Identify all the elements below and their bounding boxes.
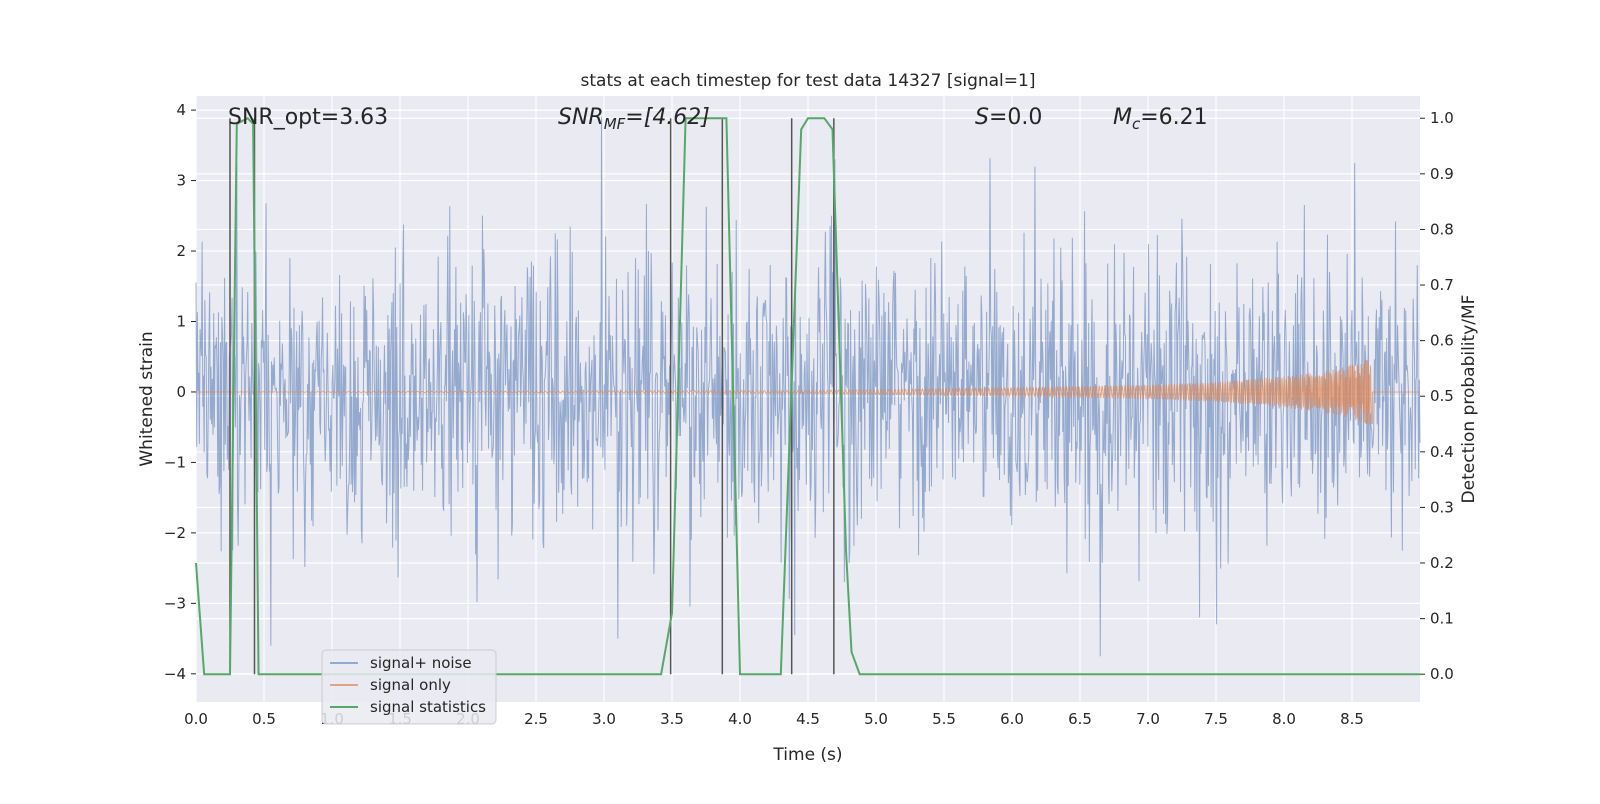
x-tick-label: 6.0 xyxy=(1000,710,1024,728)
annotation-snr-mf-rest: =[4.62] xyxy=(625,105,710,130)
x-tick-label: 0.0 xyxy=(184,710,208,728)
legend: signal+ noise signal only signal statist… xyxy=(321,649,497,725)
annotation-s-main: S xyxy=(975,105,989,130)
x-tick-label: 5.0 xyxy=(864,710,888,728)
y-tick-label: 1 xyxy=(176,312,186,330)
y-tick-label-right: 0.8 xyxy=(1430,220,1454,238)
tick-labels: 0.00.51.01.52.02.53.03.54.04.55.05.56.06… xyxy=(164,101,1454,728)
y-tick-label: 2 xyxy=(176,242,186,260)
data-layer xyxy=(195,117,1421,676)
y-tick-label-right: 0.5 xyxy=(1430,387,1454,405)
y-tick-label-right: 0.9 xyxy=(1430,165,1454,183)
x-tick-label: 2.5 xyxy=(524,710,548,728)
y-tick-label-right: 0.2 xyxy=(1430,554,1454,572)
series-signal-only xyxy=(196,359,1420,425)
chart-title: stats at each timestep for test data 143… xyxy=(581,71,1036,91)
annotation-snr-opt: SNR_opt=3.63 xyxy=(228,105,388,130)
y-tick-label: 0 xyxy=(176,383,186,401)
y-tick-label-right: 0.7 xyxy=(1430,276,1454,294)
y-tick-label: 3 xyxy=(176,172,186,190)
annotation-s: S=0.0 xyxy=(975,105,1042,130)
legend-label-signal-only: signal only xyxy=(370,676,451,694)
y-tick-label-right: 0.3 xyxy=(1430,498,1454,516)
y-tick-label: −4 xyxy=(164,665,186,683)
x-tick-label: 4.0 xyxy=(728,710,752,728)
annotation-mc-main: M xyxy=(1113,105,1132,130)
x-tick-label: 8.0 xyxy=(1272,710,1296,728)
annotation-mc-sub: c xyxy=(1132,115,1141,133)
x-tick-label: 8.5 xyxy=(1340,710,1364,728)
y-tick-label-right: 1.0 xyxy=(1430,109,1454,127)
x-tick-label: 7.0 xyxy=(1136,710,1160,728)
y-tick-label-right: 0.6 xyxy=(1430,332,1454,350)
series-signal-statistics xyxy=(195,117,1420,676)
y-tick-label: −3 xyxy=(164,594,186,612)
x-axis-label: Time (s) xyxy=(772,745,842,765)
annotation-snr-mf-sub: MF xyxy=(604,115,626,133)
annotation-snr-mf-main: SNR xyxy=(558,105,604,130)
x-tick-label: 4.5 xyxy=(796,710,820,728)
x-tick-label: 0.5 xyxy=(252,710,276,728)
y-tick-label-right: 0.1 xyxy=(1430,610,1454,628)
y-tick-label: 4 xyxy=(176,101,186,119)
series-signal-noise xyxy=(195,117,1421,657)
x-tick-label: 3.0 xyxy=(592,710,616,728)
annotation-mc: Mc=6.21 xyxy=(1113,105,1208,133)
x-tick-label: 7.5 xyxy=(1204,710,1228,728)
y-tick-label-right: 0.4 xyxy=(1430,443,1454,461)
y-axis-label: Whitened strain xyxy=(137,331,157,466)
legend-label-signal-noise: signal+ noise xyxy=(370,654,472,672)
y-axis-label-right: Detection probability/MF xyxy=(1459,295,1479,504)
x-tick-label: 6.5 xyxy=(1068,710,1092,728)
legend-box xyxy=(321,649,497,725)
annotation-mc-rest: =6.21 xyxy=(1140,105,1207,130)
x-tick-label: 3.5 xyxy=(660,710,684,728)
annotation-s-rest: =0.0 xyxy=(989,105,1042,130)
annotation-snr-mf: SNRMF=[4.62] xyxy=(558,105,710,133)
legend-label-signal-statistics: signal statistics xyxy=(370,698,486,716)
x-tick-label: 5.5 xyxy=(932,710,956,728)
y-tick-label: −2 xyxy=(164,524,186,542)
y-tick-label: −1 xyxy=(164,453,186,471)
y-tick-label-right: 0.0 xyxy=(1430,665,1454,683)
